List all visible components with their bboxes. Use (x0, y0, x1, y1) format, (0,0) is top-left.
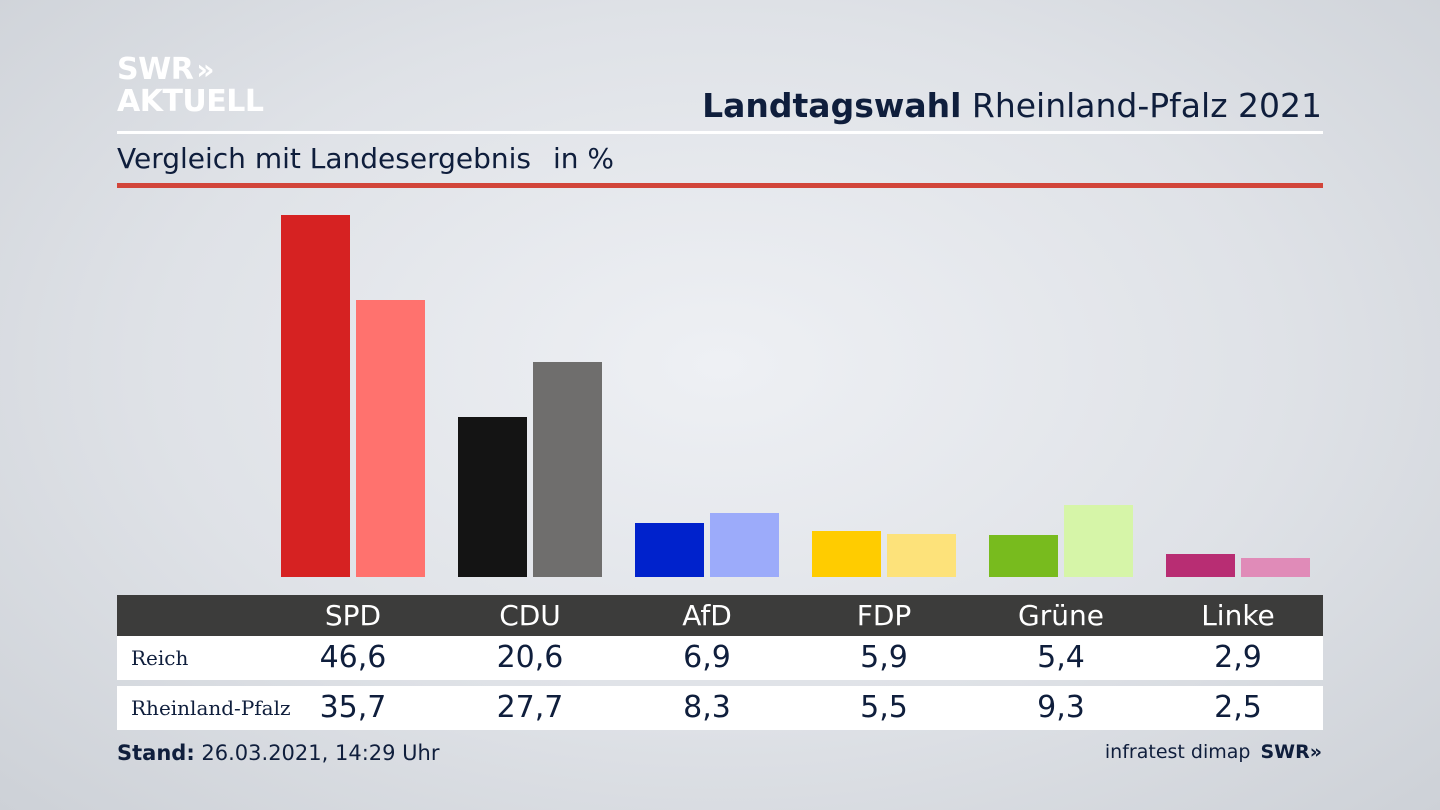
source-credit: infratest dimap SWR» (1105, 741, 1322, 763)
swr-brand: SWR» (1260, 741, 1322, 763)
table-cell: 9,3 (1037, 690, 1085, 725)
header-divider (117, 131, 1323, 134)
bar-grne-reich (989, 535, 1058, 577)
title-rest: Rheinland-Pfalz 2021 (961, 86, 1322, 125)
bar-spd-reich (281, 215, 350, 577)
bar-grne-rheinland-pfalz (1064, 505, 1133, 577)
bar-fdp-reich (812, 531, 881, 577)
stand-value: 26.03.2021, 14:29 Uhr (194, 741, 440, 765)
chart-subtitle: Vergleich mit Landesergebnis in % (117, 142, 614, 175)
row-label: Rheinland-Pfalz (131, 696, 291, 720)
logo-aktuell-text: AKTUELL (117, 84, 264, 119)
table-cell: 2,5 (1214, 690, 1262, 725)
table-cell: 8,3 (683, 690, 731, 725)
stand-label: Stand: (117, 741, 195, 765)
table-header: SPD CDU AfD FDP Grüne Linke (117, 595, 1323, 636)
bar-cdu-reich (458, 417, 527, 577)
table-cell: 5,5 (860, 690, 908, 725)
column-header: SPD (324, 599, 382, 632)
column-header: Grüne (1018, 599, 1104, 632)
subtitle-text: Vergleich mit Landesergebnis (117, 142, 531, 175)
table-cell: 6,9 (683, 640, 731, 675)
timestamp: Stand: 26.03.2021, 14:29 Uhr (117, 741, 440, 765)
row-label: Reich (131, 646, 189, 670)
table-cell: 46,6 (319, 640, 387, 675)
table-cell: 5,9 (860, 640, 908, 675)
logo-swr-text: SWR (117, 52, 194, 87)
table-cell: 2,9 (1214, 640, 1262, 675)
accent-divider (117, 183, 1323, 188)
bar-afd-reich (635, 523, 704, 577)
column-header: Linke (1201, 599, 1275, 632)
column-header: FDP (856, 599, 912, 632)
bar-spd-rheinland-pfalz (356, 300, 425, 577)
bar-afd-rheinland-pfalz (710, 513, 779, 577)
table-cell: 27,7 (496, 690, 564, 725)
bar-cdu-rheinland-pfalz (533, 362, 602, 577)
subtitle-unit: in % (552, 142, 615, 175)
title-bold: Landtagswahl (702, 86, 962, 125)
table-cell: 35,7 (319, 690, 387, 725)
bar-linke-reich (1166, 554, 1235, 577)
table-row-rheinland-pfalz: Rheinland-Pfalz 35,7 27,7 8,3 5,5 9,3 2,5 (117, 686, 1323, 730)
table-row-reich: Reich 46,6 20,6 6,9 5,9 5,4 2,9 (117, 636, 1323, 680)
column-header: CDU (499, 599, 561, 632)
page-title: Landtagswahl Rheinland-Pfalz 2021 (702, 86, 1322, 125)
column-header: AfD (682, 599, 732, 632)
bar-fdp-rheinland-pfalz (887, 534, 956, 577)
bar-linke-rheinland-pfalz (1241, 558, 1310, 577)
logo-arrows-icon: » (196, 53, 214, 86)
table-cell: 5,4 (1037, 640, 1085, 675)
table-cell: 20,6 (496, 640, 564, 675)
source-text: infratest dimap (1104, 741, 1251, 763)
swr-aktuell-logo: SWR» AKTUELL (117, 55, 277, 119)
